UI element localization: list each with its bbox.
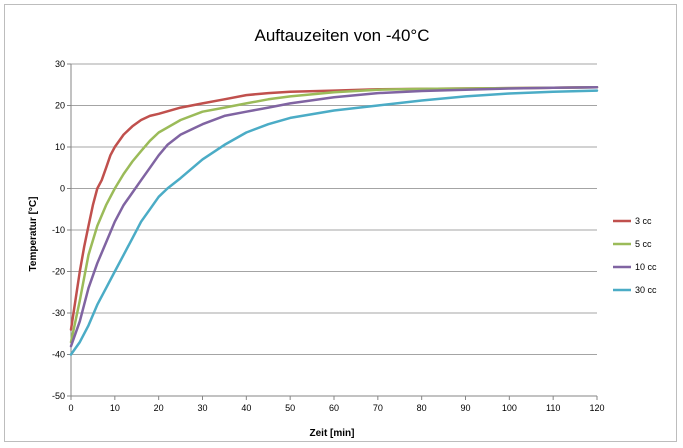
x-tick-label: 90	[460, 403, 470, 413]
gridlines	[71, 63, 597, 397]
legend-label: 10 cc	[635, 262, 657, 272]
x-tick-label: 110	[546, 403, 560, 413]
x-tick-label: 20	[154, 403, 164, 413]
y-tick-label: -30	[52, 308, 65, 318]
legend-label: 3 cc	[635, 216, 652, 226]
chart-frame: Auftauzeiten von -40°C -50 -40 -30 -20 -10 0 1…	[4, 4, 677, 442]
y-tick-label: 30	[55, 59, 65, 69]
x-tick-label: 70	[373, 403, 383, 413]
legend: 3 cc 5 cc 10 cc 30 cc	[613, 216, 657, 295]
x-tick-label: 60	[329, 403, 339, 413]
series-lines	[69, 85, 599, 356]
x-tick-label: 40	[241, 403, 251, 413]
legend-label: 5 cc	[635, 239, 652, 249]
y-tick-label: 20	[55, 101, 65, 111]
x-axis-title: Zeit [min]	[310, 428, 355, 439]
x-tick-label: 0	[68, 403, 73, 413]
x-tick-label: 120	[589, 403, 604, 413]
legend-label: 30 cc	[635, 285, 657, 295]
series-line-3	[69, 85, 599, 348]
y-tick-label: 10	[55, 142, 65, 152]
line-chart: Auftauzeiten von -40°C -50 -40 -30 -20 -10 0 1…	[28, 26, 657, 439]
x-tick-label: 30	[197, 403, 207, 413]
x-tick-label: 10	[110, 403, 120, 413]
y-tick-label: -40	[52, 350, 65, 360]
y-tick-label: -20	[52, 267, 65, 277]
y-tick-label: -10	[52, 225, 65, 235]
x-tick-label: 50	[285, 403, 295, 413]
y-tick-label: 0	[60, 184, 65, 194]
chart-title: Auftauzeiten von -40°C	[254, 26, 429, 45]
series-line-2	[69, 85, 599, 344]
y-tick-label: -50	[52, 391, 65, 401]
series-line-4	[69, 89, 599, 356]
x-tick-label: 100	[502, 403, 517, 413]
y-axis-title: Temperatur [°C]	[28, 197, 39, 272]
x-tick-label: 80	[417, 403, 427, 413]
